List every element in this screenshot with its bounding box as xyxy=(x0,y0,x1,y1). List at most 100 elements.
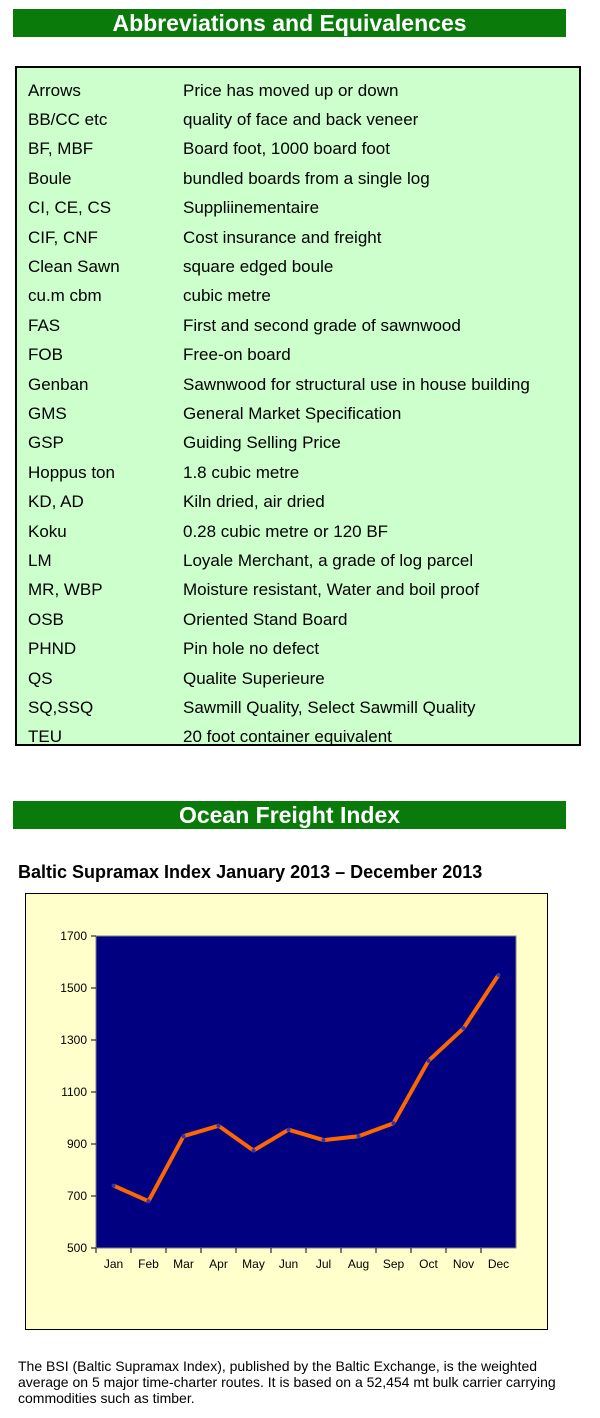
y-tick-label: 500 xyxy=(67,1241,87,1255)
abbreviation-definition: 1.8 cubic metre xyxy=(183,462,300,482)
x-tick-label: Apr xyxy=(209,1257,228,1271)
x-tick-label: Nov xyxy=(453,1257,474,1271)
abbreviation-definition: Sawnwood for structural use in house bui… xyxy=(183,374,530,394)
abbreviation-definition: Sawmill Quality, Select Sawmill Quality xyxy=(183,697,476,717)
ocean-freight-header: Ocean Freight Index xyxy=(13,801,566,829)
abbreviation-row: PHND Pin hole no defect xyxy=(17,634,579,663)
plot-area xyxy=(95,935,517,1249)
x-tick-label: Aug xyxy=(348,1257,369,1271)
abbreviation-definition: Moisture resistant, Water and boil proof xyxy=(183,580,480,600)
x-tick-label: Jun xyxy=(279,1257,298,1271)
abbreviation-row: SQ,SSQ Sawmill Quality, Select Sawmill Qu… xyxy=(17,693,579,722)
x-tick-label: Feb xyxy=(138,1257,159,1271)
abbreviation-definition: Free-on board xyxy=(183,345,291,365)
abbreviation-definition: Suppliinementaire xyxy=(183,198,320,218)
y-tick-label: 1100 xyxy=(61,1085,87,1099)
abbreviation-definition: 0.28 cubic metre or 120 BF xyxy=(183,521,389,541)
abbreviation-term: BF, MBF xyxy=(28,139,94,159)
abbreviation-row: KD, AD Kiln dried, air dried xyxy=(17,487,579,516)
abbreviation-term: MR, WBP xyxy=(28,580,103,600)
data-point xyxy=(111,1183,116,1188)
abbreviation-definition: bundled boards from a single log xyxy=(183,168,430,188)
data-point xyxy=(216,1123,221,1128)
data-point xyxy=(461,1026,466,1031)
abbreviation-definition: Oriented Stand Board xyxy=(183,609,348,629)
abbreviation-definition: 20 foot container equivalent xyxy=(183,727,392,747)
series-line xyxy=(112,973,501,1204)
y-tick-label: 1300 xyxy=(60,1033,87,1047)
abbreviation-term: PHND xyxy=(28,639,77,659)
abbreviations-header: Abbreviations and Equivalences xyxy=(13,9,566,37)
chart-container: 500 700 900 1100 1300 1500 1700 Jan Feb Mar Apr May… xyxy=(25,893,548,1330)
abbreviation-row: CIF, CNF Cost insurance and freight xyxy=(17,223,579,252)
abbreviation-definition: General Market Specification xyxy=(183,403,402,423)
abbreviations-table: Arrows Price has moved up or down BB/CC et… xyxy=(15,66,581,746)
abbreviation-row: Boule bundled boards from a single log xyxy=(17,164,579,193)
abbreviation-term: FOB xyxy=(28,345,63,365)
x-tick-label: Sep xyxy=(383,1257,405,1271)
abbreviation-definition: First and second grade of sawnwood xyxy=(183,315,461,335)
data-point xyxy=(286,1127,291,1132)
abbreviation-term: Hoppus ton xyxy=(28,462,115,482)
abbreviation-term: Koku xyxy=(28,521,67,541)
abbreviation-definition: Qualite Superieure xyxy=(183,668,325,688)
chart-caption: The BSI (Baltic Supramax Index), publish… xyxy=(18,1358,556,1406)
abbreviation-row: Koku 0.28 cubic metre or 120 BF xyxy=(17,517,579,546)
abbreviation-row: FOB Free-on board xyxy=(17,341,579,370)
abbreviation-row: MR, WBP Moisture resistant, Water and boi… xyxy=(17,576,579,605)
abbreviation-definition: Board foot, 1000 board foot xyxy=(183,139,390,159)
abbreviation-definition: cubic metre xyxy=(183,286,271,306)
abbreviation-definition: Cost insurance and freight xyxy=(183,227,382,247)
abbreviation-term: CI, CE, CS xyxy=(28,198,112,218)
abbreviation-definition: Kiln dried, air dried xyxy=(183,492,325,512)
data-point xyxy=(356,1134,361,1139)
data-point xyxy=(426,1058,431,1063)
abbreviation-row: cu.m cbm cubic metre xyxy=(17,282,579,311)
data-point xyxy=(391,1121,396,1126)
abbreviation-row: LM Loyale Merchant, a grade of log parcel xyxy=(17,546,579,575)
abbreviation-row: Arrows Price has moved up or down xyxy=(17,76,579,105)
abbreviation-term: GMS xyxy=(28,403,67,423)
data-point xyxy=(181,1134,186,1139)
abbreviation-term: FAS xyxy=(28,315,61,335)
data-point xyxy=(321,1138,326,1143)
data-point xyxy=(251,1148,256,1153)
abbreviation-row: OSB Oriented Stand Board xyxy=(17,605,579,634)
x-tick-label: Dec xyxy=(488,1257,509,1271)
data-point xyxy=(146,1199,151,1204)
y-tick-label: 700 xyxy=(67,1189,87,1203)
abbreviation-definition: Price has moved up or down xyxy=(183,80,399,100)
abbreviation-row: TEU 20 foot container equivalent xyxy=(17,723,579,752)
abbreviation-row: Clean Sawn square edged boule xyxy=(17,252,579,281)
abbreviation-term: SQ,SSQ xyxy=(28,697,94,717)
abbreviation-definition: Loyale Merchant, a grade of log parcel xyxy=(183,550,474,570)
abbreviation-row: FAS First and second grade of sawnwood xyxy=(17,311,579,340)
abbreviation-term: Arrows xyxy=(28,80,81,100)
chart-title: Baltic Supramax Index January 2013 – Dec… xyxy=(18,862,483,882)
chart-svg: 500 700 900 1100 1300 1500 1700 Jan Feb Mar Apr May… xyxy=(60,929,517,1271)
x-tick-label: Oct xyxy=(419,1257,438,1271)
x-tick-label: May xyxy=(242,1257,265,1271)
y-tick-label: 1700 xyxy=(60,929,87,943)
abbreviation-row: Hoppus ton 1.8 cubic metre xyxy=(17,458,579,487)
data-point xyxy=(496,973,501,977)
abbreviation-row: BF, MBF Board foot, 1000 board foot xyxy=(17,135,579,164)
x-tick-label: Jul xyxy=(316,1257,331,1271)
abbreviation-definition: square edged boule xyxy=(183,257,334,277)
abbreviation-term: TEU xyxy=(28,727,62,747)
x-tick-label: Mar xyxy=(173,1257,194,1271)
abbreviation-term: QS xyxy=(28,668,53,688)
abbreviation-row: GSP Guiding Selling Price xyxy=(17,429,579,458)
abbreviation-term: cu.m cbm xyxy=(28,286,102,306)
abbreviation-term: Clean Sawn xyxy=(28,257,120,277)
x-tick-label: Jan xyxy=(104,1257,123,1271)
abbreviation-row: Genban Sawnwood for structural use in hou… xyxy=(17,370,579,399)
abbreviation-row: CI, CE, CS Suppliinementaire xyxy=(17,194,579,223)
abbreviation-definition: Guiding Selling Price xyxy=(183,433,341,453)
abbreviation-term: GSP xyxy=(28,433,64,453)
abbreviation-definition: Pin hole no defect xyxy=(183,639,320,659)
abbreviation-term: Boule xyxy=(28,168,72,188)
abbreviation-row: BB/CC etc quality of face and back veneer xyxy=(17,105,579,134)
abbreviation-term: CIF, CNF xyxy=(28,227,98,247)
abbreviation-definition: quality of face and back veneer xyxy=(183,110,419,130)
